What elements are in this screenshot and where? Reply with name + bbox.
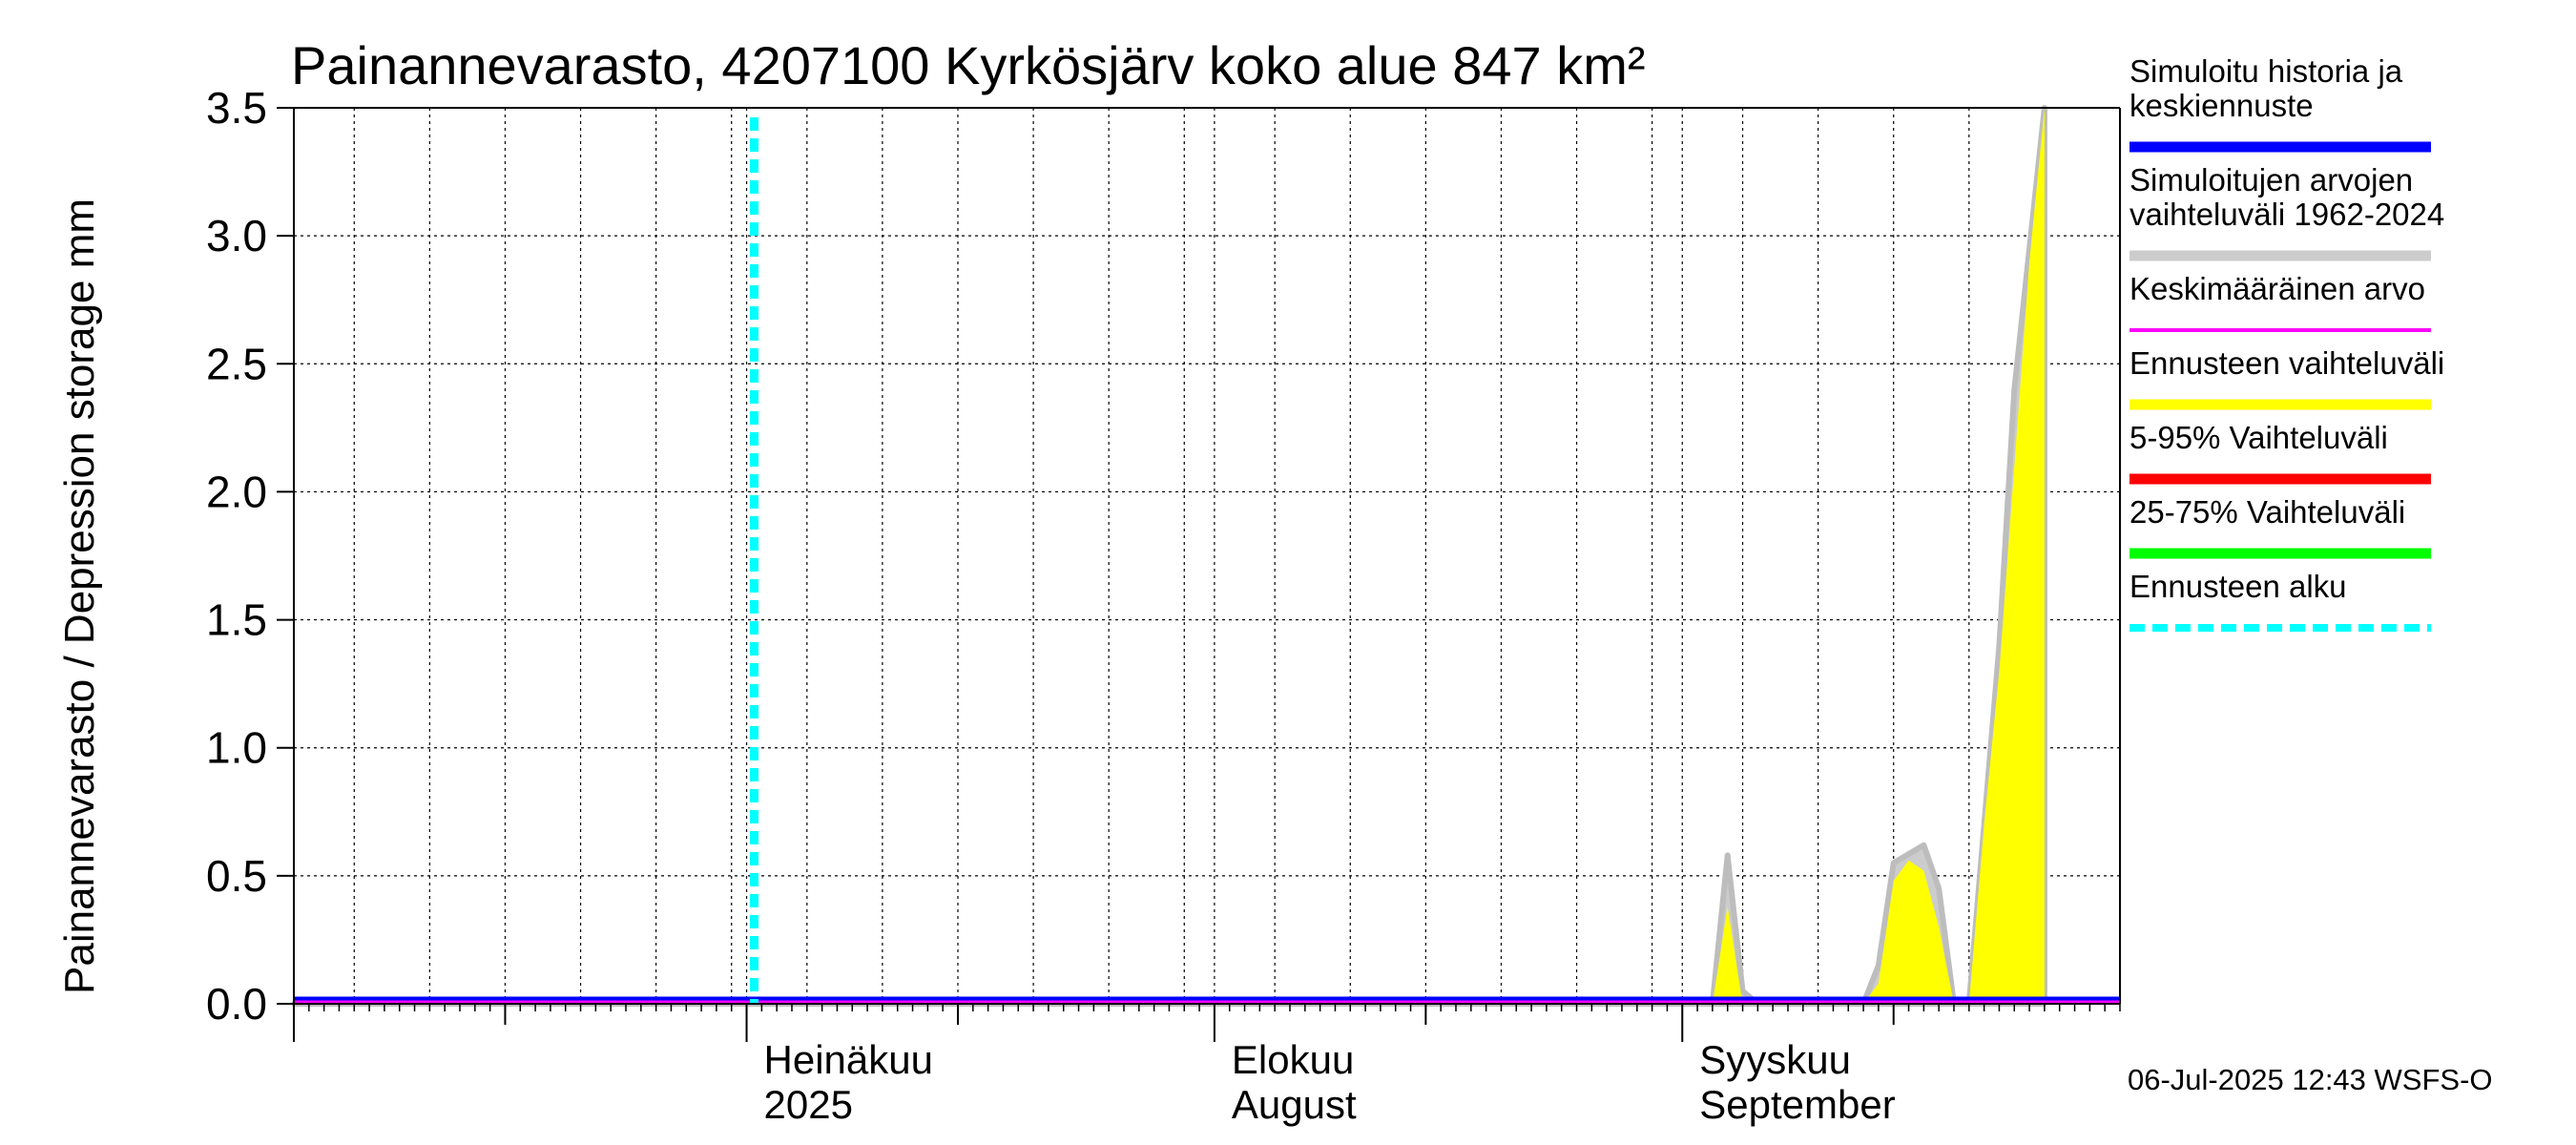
legend-label: Ennusteen alku [2129, 569, 2347, 604]
y-axis-ticks: 0.0 0.5 1.0 1.5 2.0 2.5 3.0 3.5 [206, 83, 294, 1029]
legend-label: Simuloitu historia ja [2129, 53, 2403, 89]
y-axis-label: Painannevarasto / Depression storage mm [56, 198, 103, 994]
data-areas [291, 105, 2047, 1007]
legend-label: vaihteluväli 1962-2024 [2129, 197, 2444, 232]
area-series [291, 105, 2047, 1007]
legend-label: Simuloitujen arvojen [2129, 162, 2413, 198]
y-tick-label: 3.5 [206, 83, 267, 133]
chart-title: Painannevarasto, 4207100 Kyrkösjärv koko… [291, 35, 1646, 95]
footer-timestamp: 06-Jul-2025 12:43 WSFS-O [2128, 1063, 2493, 1096]
y-tick-label: 1.5 [206, 595, 267, 645]
grid-lines [293, 107, 2121, 1004]
y-tick-label: 0.0 [206, 979, 267, 1029]
x-month-sublabel: September [1699, 1082, 1895, 1127]
y-tick-label: 3.0 [206, 211, 267, 260]
legend-label: Ennusteen vaihteluväli [2129, 345, 2444, 381]
legend-label: keskiennuste [2129, 88, 2314, 123]
y-tick-label: 1.0 [206, 723, 267, 773]
legend-label: Keskimääräinen arvo [2129, 271, 2425, 306]
x-month-sublabel: August [1232, 1082, 1357, 1127]
y-tick-label: 0.5 [206, 851, 267, 901]
x-month-label: Elokuu [1232, 1037, 1354, 1082]
legend-label: 5-95% Vaihteluväli [2129, 420, 2388, 455]
plot-frame [293, 107, 2121, 1005]
area-series [294, 108, 2045, 1004]
x-month-label: Heinäkuu [764, 1037, 933, 1082]
y-tick-label: 2.0 [206, 467, 267, 516]
y-tick-label: 2.5 [206, 339, 267, 388]
x-month-label: Syyskuu [1699, 1037, 1851, 1082]
legend-label: 25-75% Vaihteluväli [2129, 494, 2405, 530]
x-month-sublabel: 2025 [764, 1082, 853, 1127]
data-lines [294, 996, 2120, 1004]
